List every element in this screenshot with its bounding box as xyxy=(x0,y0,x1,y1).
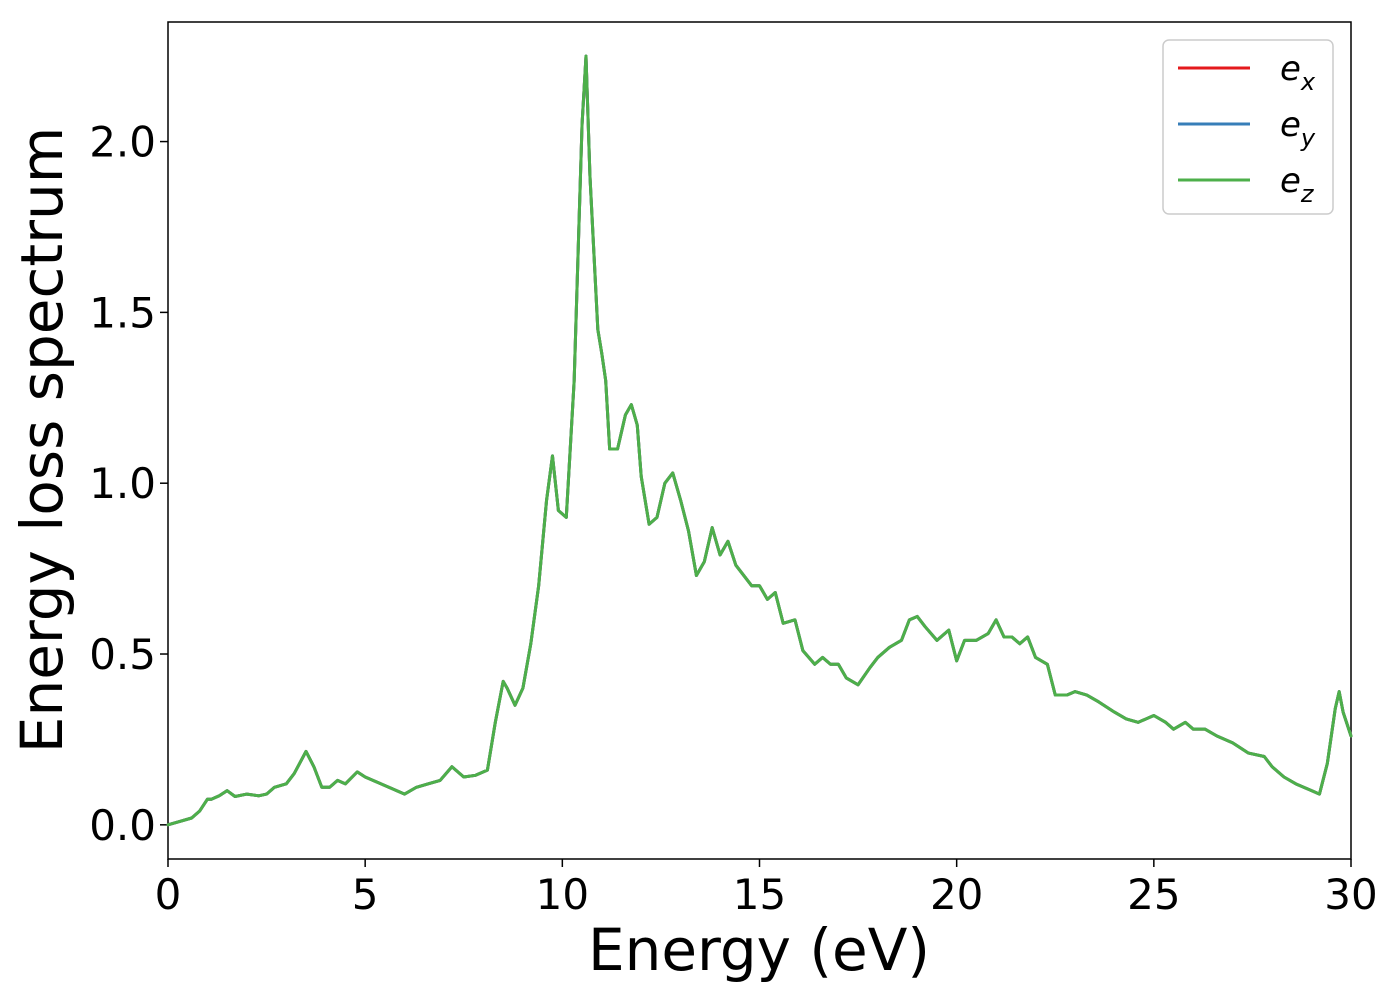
y-axis-label: Energy loss spectrum xyxy=(8,127,76,753)
y-tick-label: 0.0 xyxy=(89,801,156,850)
legend-label-z: ez xyxy=(1280,161,1315,208)
legend-box xyxy=(1162,39,1334,215)
legend: ex ey ez xyxy=(1162,39,1334,215)
x-tick-label: 5 xyxy=(352,870,379,919)
x-tick-label: 30 xyxy=(1324,870,1377,919)
x-axis-label: Energy (eV) xyxy=(588,916,930,984)
plot-area xyxy=(167,21,1352,860)
series-lines xyxy=(166,54,1353,827)
x-tick-label: 25 xyxy=(1127,870,1180,919)
x-tick-label: 10 xyxy=(536,870,589,919)
y-axis: 0.0 0.5 1.0 1.5 2.0 xyxy=(89,118,168,850)
x-tick-label: 20 xyxy=(930,870,983,919)
legend-label-y: ey xyxy=(1280,105,1316,152)
y-tick-label: 2.0 xyxy=(89,118,156,167)
y-tick-label: 1.5 xyxy=(89,288,156,337)
x-tick-label: 0 xyxy=(155,870,182,919)
series-line-z xyxy=(166,54,1353,827)
x-axis: 0 5 10 15 20 25 30 xyxy=(155,859,1378,919)
x-tick-label: 15 xyxy=(733,870,786,919)
y-tick-label: 1.0 xyxy=(89,459,156,508)
y-tick-label: 0.5 xyxy=(89,630,156,679)
legend-label-x: ex xyxy=(1280,49,1316,96)
